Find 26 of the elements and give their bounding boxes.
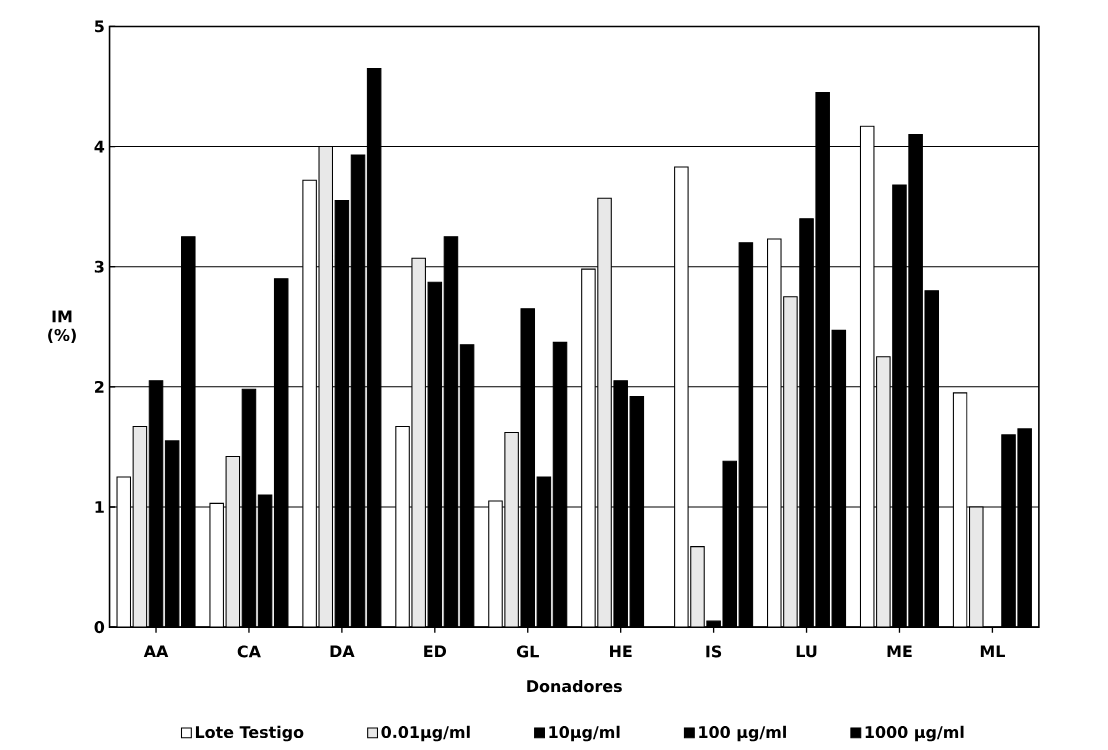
x-tick-label: ML — [980, 645, 1005, 658]
y-tick-label: 3 — [94, 260, 104, 273]
y-tick-label: 2 — [95, 380, 104, 393]
y-tick-label: 5 — [95, 20, 104, 33]
y-tick-label: 1 — [95, 501, 104, 513]
x-axis-title: Donadores — [527, 679, 622, 693]
bar — [690, 546, 705, 628]
legend-label: 100 µg/ml — [699, 725, 786, 742]
y-tick-label: 0 — [94, 621, 105, 634]
x-tick-label: GL — [516, 645, 539, 658]
bar — [783, 296, 798, 628]
x-tick-label: CA — [237, 645, 261, 658]
y-tick-label: 4 — [94, 140, 105, 153]
legend-label: 0.01µg/ml — [381, 725, 470, 742]
bar — [597, 197, 612, 628]
legend-label: Lote Testigo — [195, 725, 304, 742]
x-tick-label: IS — [706, 645, 722, 658]
y-axis-title: IM (%) — [48, 310, 76, 343]
x-tick-label: ED — [424, 645, 447, 658]
x-tick-label: ME — [887, 645, 912, 658]
legend-label: 1000 µg/ml — [865, 725, 964, 742]
x-tick-label: LU — [796, 645, 817, 658]
x-tick-label: HE — [610, 645, 632, 658]
legend-label: 10µg/ml — [549, 725, 620, 742]
x-tick-label: AA — [143, 645, 169, 658]
x-tick-label: DA — [330, 645, 355, 658]
